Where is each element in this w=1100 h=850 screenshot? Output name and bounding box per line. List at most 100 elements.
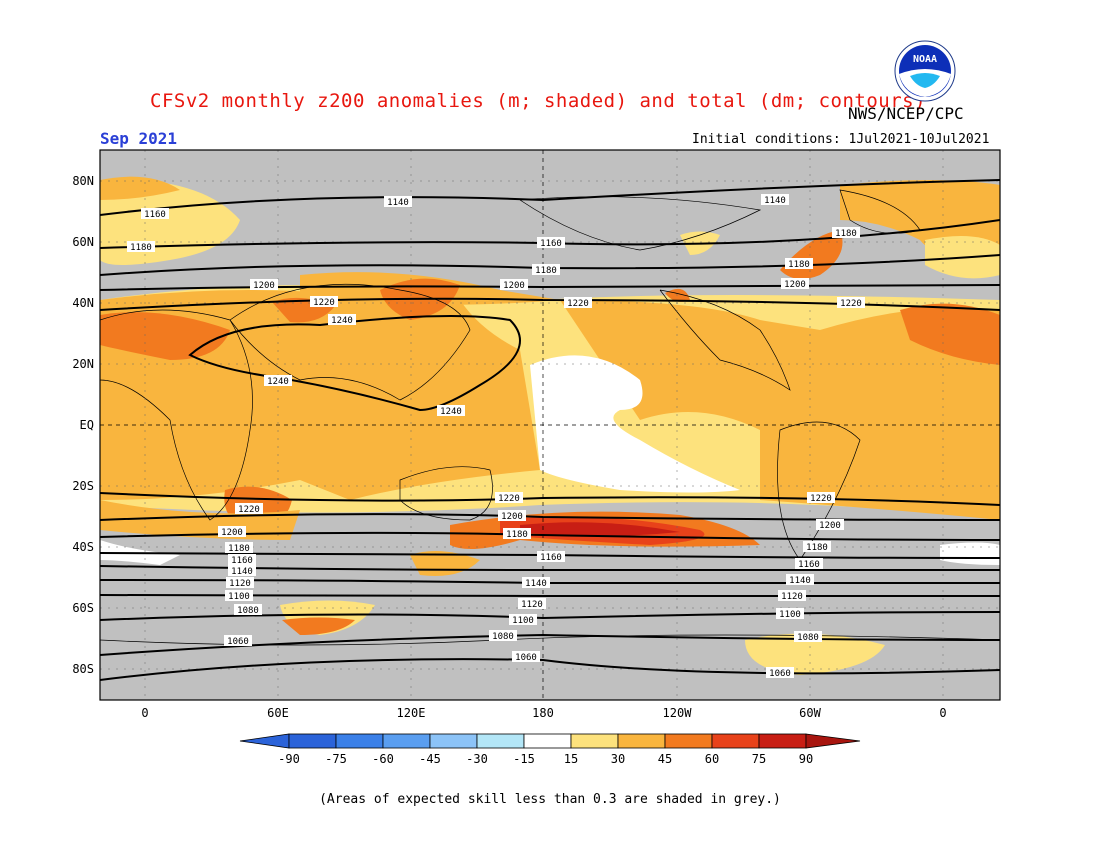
contour-label: 1140	[764, 196, 786, 206]
contour-label: 1160	[540, 239, 562, 249]
contour-label: 1080	[492, 632, 514, 642]
colorbar-tick: -60	[372, 752, 394, 766]
contour-label: 1180	[130, 243, 152, 253]
contour-label: 1220	[810, 494, 832, 504]
footer-note: (Areas of expected skill less than 0.3 a…	[319, 792, 781, 807]
colorbar-bin	[617, 733, 666, 749]
colorbar-bin	[570, 733, 619, 749]
contour-label: 1080	[797, 633, 819, 643]
lon-label-0-east: 0	[939, 706, 946, 720]
colorbar-tick: 75	[752, 752, 766, 766]
colorbar-tick: -30	[466, 752, 488, 766]
contour-label: 1220	[238, 505, 260, 515]
contour-label: 1100	[512, 616, 534, 626]
contour-label: 1140	[789, 576, 811, 586]
contour-label: 1200	[253, 281, 275, 291]
colorbar-arrow-left	[239, 733, 290, 749]
chart-title: CFSv2 monthly z200 anomalies (m; shaded)…	[150, 90, 927, 112]
colorbar-bin	[664, 733, 713, 749]
colorbar-arrow-right	[805, 733, 861, 749]
map-frame	[99, 149, 1001, 701]
contour-label: 1100	[779, 610, 801, 620]
colorbar-ticks: -90 -75 -60 -45 -30 -15 15 30 45 60 75 9…	[278, 752, 813, 766]
lon-label-60e: 60E	[267, 706, 289, 720]
contour-label: 1240	[440, 407, 462, 417]
colorbar-tick: -90	[278, 752, 300, 766]
contour-label: 1180	[228, 544, 250, 554]
contour-label: 1220	[567, 299, 589, 309]
contour-label: 1120	[781, 592, 803, 602]
contour-label: 1080	[237, 606, 259, 616]
contour-label: 1220	[498, 494, 520, 504]
contour-label: 1140	[231, 567, 253, 577]
lon-label-180: 180	[532, 706, 554, 720]
lat-label-eq: EQ	[80, 418, 94, 432]
colorbar-bin	[758, 733, 807, 749]
colorbar-bin	[711, 733, 760, 749]
lon-label-120e: 120E	[397, 706, 426, 720]
contour-label: 1180	[535, 266, 557, 276]
contour-label: 1060	[515, 653, 537, 663]
contour-label: 1180	[835, 229, 857, 239]
contour-label: 1160	[798, 560, 820, 570]
colorbar-tick: 90	[799, 752, 813, 766]
lon-axis: 0 60E 120E 180 120W 60W 0	[141, 706, 946, 720]
contour-label: 1160	[231, 556, 253, 566]
contour-labels: 1140 1140 1160 1160 1180 1180 1180 1180 …	[127, 194, 865, 679]
contour-label: 1160	[540, 553, 562, 563]
contour-label: 1200	[501, 512, 523, 522]
contour-label: 1200	[503, 281, 525, 291]
contour-label: 1180	[788, 260, 810, 270]
contour-label: 1220	[840, 299, 862, 309]
lat-label-40s: 40S	[72, 540, 94, 554]
colorbar-tick: -45	[419, 752, 441, 766]
contour-label: 1200	[784, 280, 806, 290]
contour-label: 1180	[806, 543, 828, 553]
lat-label-20n: 20N	[72, 357, 94, 371]
contour-label: 1240	[331, 316, 353, 326]
colorbar-tick: -75	[325, 752, 347, 766]
colorbar-bin	[476, 733, 525, 749]
contour-label: 1160	[144, 210, 166, 220]
contour-label: 1200	[819, 521, 841, 531]
contour-label: 1240	[267, 377, 289, 387]
colorbar-bin	[523, 733, 572, 749]
noaa-logo-icon: NOAA	[894, 40, 956, 102]
lon-label-0: 0	[141, 706, 148, 720]
contour-label: 1100	[228, 592, 250, 602]
colorbar-tick: -15	[513, 752, 535, 766]
contour-label: 1180	[506, 530, 528, 540]
colorbar-bin	[288, 733, 337, 749]
lat-label-60s: 60S	[72, 601, 94, 615]
lon-label-60w: 60W	[799, 706, 821, 720]
contour-label: 1140	[387, 198, 409, 208]
month-label: Sep 2021	[100, 129, 178, 148]
contour-label: 1120	[229, 579, 251, 589]
logo-text: NOAA	[913, 54, 937, 65]
colorbar-tick: 15	[564, 752, 578, 766]
colorbar-bin	[382, 733, 431, 749]
contour-label: 1220	[313, 298, 335, 308]
org-label: NWS/NCEP/CPC	[848, 104, 964, 123]
colorbar-bin	[429, 733, 478, 749]
lat-label-80s: 80S	[72, 662, 94, 676]
lon-label-120w: 120W	[663, 706, 693, 720]
lat-label-20s: 20S	[72, 479, 94, 493]
colorbar-tick: 60	[705, 752, 719, 766]
lat-label-60n: 60N	[72, 235, 94, 249]
contour-label: 1120	[521, 600, 543, 610]
colorbar-bin	[335, 733, 384, 749]
colorbar-tick: 30	[611, 752, 625, 766]
height-contours	[100, 179, 1000, 681]
colorbar	[239, 733, 861, 749]
contour-label: 1060	[227, 637, 249, 647]
lat-axis: 80N 60N 40N 20N EQ 20S 40S 60S 80S	[72, 174, 94, 676]
contour-label: 1140	[525, 579, 547, 589]
lat-label-40n: 40N	[72, 296, 94, 310]
initial-conditions-label: Initial conditions: 1Jul2021-10Jul2021	[692, 132, 990, 147]
colorbar-tick: 45	[658, 752, 672, 766]
lat-label-80n: 80N	[72, 174, 94, 188]
contour-label: 1060	[769, 669, 791, 679]
contour-label: 1200	[221, 528, 243, 538]
